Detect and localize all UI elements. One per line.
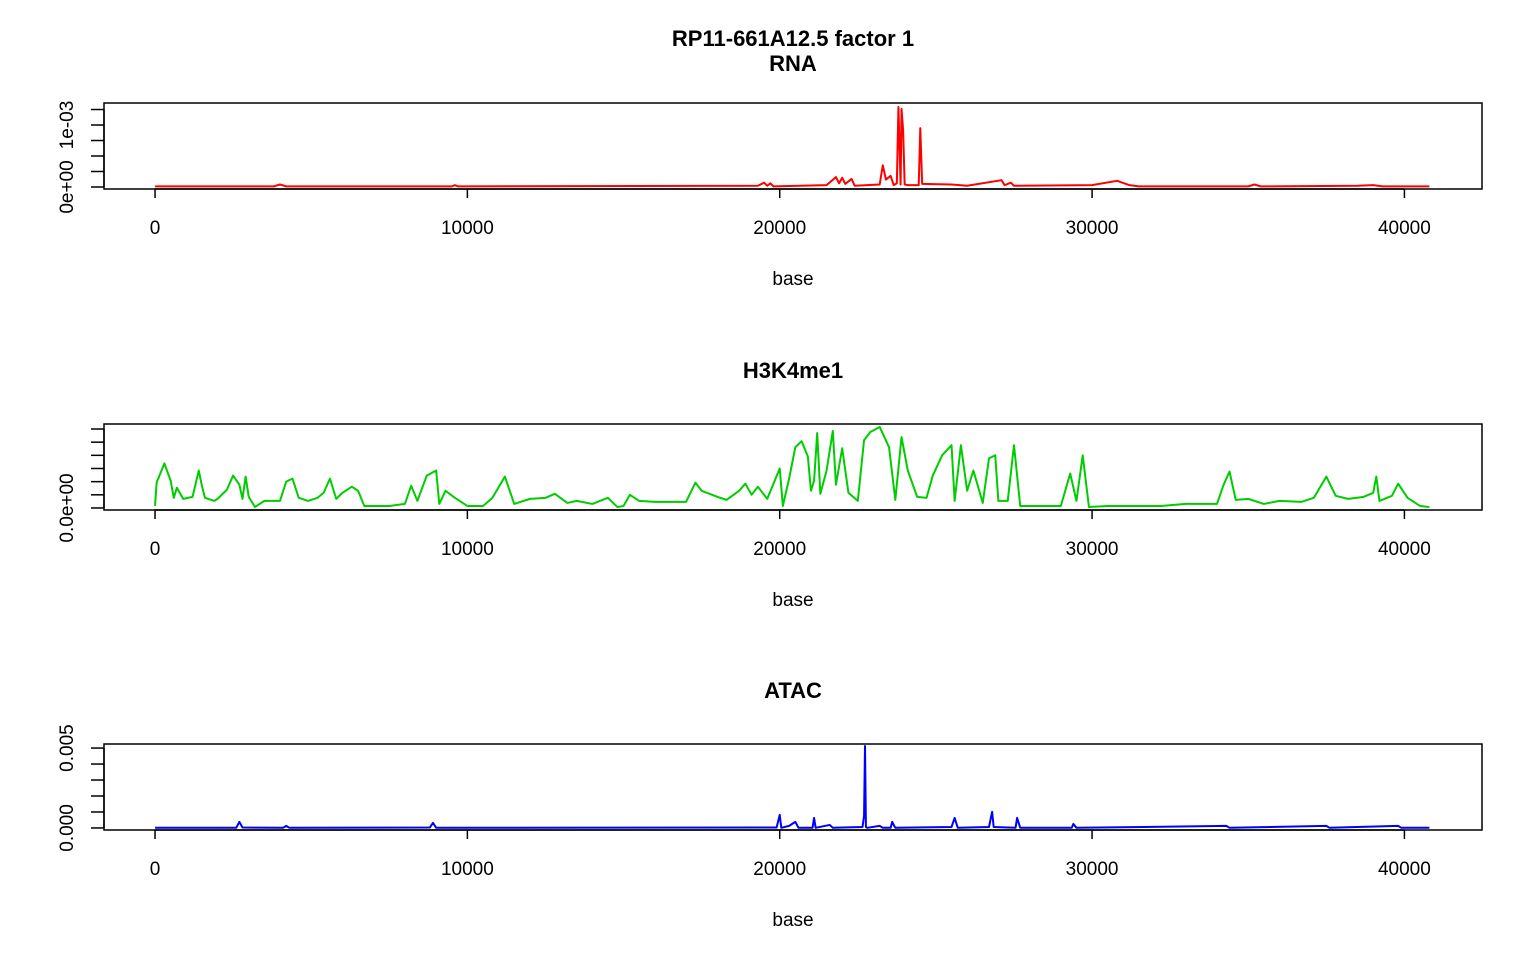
plot-box: [103, 743, 1483, 831]
y-tick-label: 0.005: [57, 724, 78, 772]
x-axis-label: base: [772, 269, 813, 290]
x-tick-label: 40000: [1378, 859, 1431, 880]
x-tick-label: 30000: [1066, 859, 1119, 880]
x-tick-label: 0: [150, 218, 161, 239]
x-tick-label: 30000: [1066, 539, 1119, 560]
plot-box: [103, 102, 1483, 190]
chart-subtitle: RNA: [769, 51, 817, 76]
x-axis-label: base: [772, 590, 813, 611]
x-tick-label: 0: [150, 539, 161, 560]
data-line: [154, 425, 1430, 508]
x-tick-label: 20000: [753, 859, 806, 880]
plot-box: [103, 423, 1483, 511]
x-tick-label: 10000: [441, 218, 494, 239]
y-tick-label: 1e-03: [57, 101, 78, 150]
chart-title: ATAC: [764, 678, 822, 703]
x-axis-label: base: [772, 910, 813, 931]
y-tick-label: 0.0e+00: [57, 473, 78, 542]
data-line: [155, 744, 1430, 829]
x-tick-label: 10000: [441, 859, 494, 880]
chart-title: H3K4me1: [743, 358, 843, 383]
y-tick-label: 0.000: [57, 804, 78, 852]
chart-title: RP11-661A12.5 factor 1: [672, 26, 914, 51]
x-tick-label: 20000: [753, 539, 806, 560]
x-tick-label: 20000: [753, 218, 806, 239]
x-tick-label: 40000: [1378, 539, 1431, 560]
x-tick-label: 10000: [441, 539, 494, 560]
y-tick-label: 0e+00: [57, 160, 78, 213]
x-tick-label: 0: [150, 859, 161, 880]
x-tick-label: 30000: [1066, 218, 1119, 239]
data-line: [155, 106, 1430, 188]
x-tick-label: 40000: [1378, 218, 1431, 239]
